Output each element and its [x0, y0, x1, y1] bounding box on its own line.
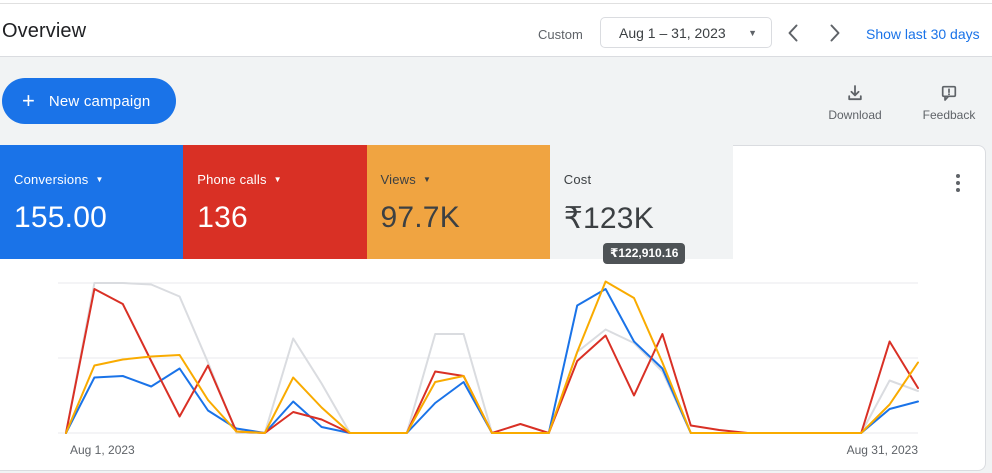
date-range-selector[interactable]: Aug 1 – 31, 2023 ▼	[600, 17, 772, 48]
chevron-down-icon[interactable]: ▼	[273, 175, 282, 184]
scorecard-cost[interactable]: Cost ₹123K	[549, 145, 733, 259]
next-period-button[interactable]	[821, 20, 847, 46]
overview-card: Conversions ▼ 155.00 Phone calls ▼ 136 Vie…	[0, 145, 986, 471]
scorecard-phone-calls[interactable]: Phone calls ▼ 136	[183, 145, 367, 259]
more-vert-icon	[944, 174, 972, 192]
show-last-30-days-link[interactable]: Show last 30 days	[866, 26, 980, 42]
chevron-left-icon	[788, 24, 798, 42]
scorecard-conversions[interactable]: Conversions ▼ 155.00	[0, 145, 184, 259]
scorecard-value: 97.7K	[380, 201, 460, 234]
scorecard-views[interactable]: Views ▼ 97.7K	[366, 145, 550, 259]
new-campaign-button[interactable]: + New campaign	[2, 78, 177, 124]
feedback-label: Feedback	[922, 108, 976, 122]
chevron-down-icon[interactable]: ▼	[422, 175, 431, 184]
x-axis-start-label: Aug 1, 2023	[70, 443, 135, 457]
scorecard-label: Phone calls	[197, 172, 267, 187]
timeseries-chart[interactable]	[0, 260, 992, 460]
chart-line-conversions	[65, 288, 919, 434]
plus-icon: +	[22, 88, 35, 113]
chevron-down-icon: ▼	[748, 27, 757, 38]
scorecard-label: Cost	[563, 172, 592, 187]
toolbar: + New campaign Download Feedback	[0, 57, 992, 145]
scorecards-row: Conversions ▼ 155.00 Phone calls ▼ 136 Vie…	[0, 145, 733, 259]
cost-tooltip-value: ₹122,910.16	[610, 246, 679, 260]
top-divider	[0, 3, 992, 4]
x-axis-end-label: Aug 31, 2023	[846, 443, 918, 457]
page-title: Overview	[2, 20, 87, 42]
scorecard-label: Views	[380, 172, 416, 187]
feedback-icon	[941, 85, 957, 101]
scorecard-value: ₹123K	[563, 202, 654, 235]
chevron-down-icon[interactable]: ▼	[95, 175, 104, 184]
feedback-button[interactable]: Feedback	[912, 83, 986, 122]
new-campaign-label: New campaign	[48, 92, 151, 110]
scorecard-value: 136	[197, 201, 248, 234]
chevron-right-icon	[830, 24, 840, 42]
header: Overview Custom Aug 1 – 31, 2023 ▼ Show …	[0, 0, 992, 57]
scorecard-label: Conversions	[14, 172, 89, 187]
date-range-type-label: Custom	[538, 27, 583, 42]
download-button[interactable]: Download	[818, 83, 892, 122]
chart-line-phone-calls	[65, 288, 919, 434]
scorecard-value: 155.00	[14, 201, 107, 234]
download-icon	[848, 85, 862, 101]
date-range-value: Aug 1 – 31, 2023	[619, 24, 726, 41]
more-options-button[interactable]	[944, 167, 972, 199]
download-label: Download	[828, 108, 882, 122]
cost-tooltip: ₹122,910.16	[603, 243, 686, 264]
previous-period-button[interactable]	[781, 20, 807, 46]
chart-line-views	[65, 280, 919, 434]
